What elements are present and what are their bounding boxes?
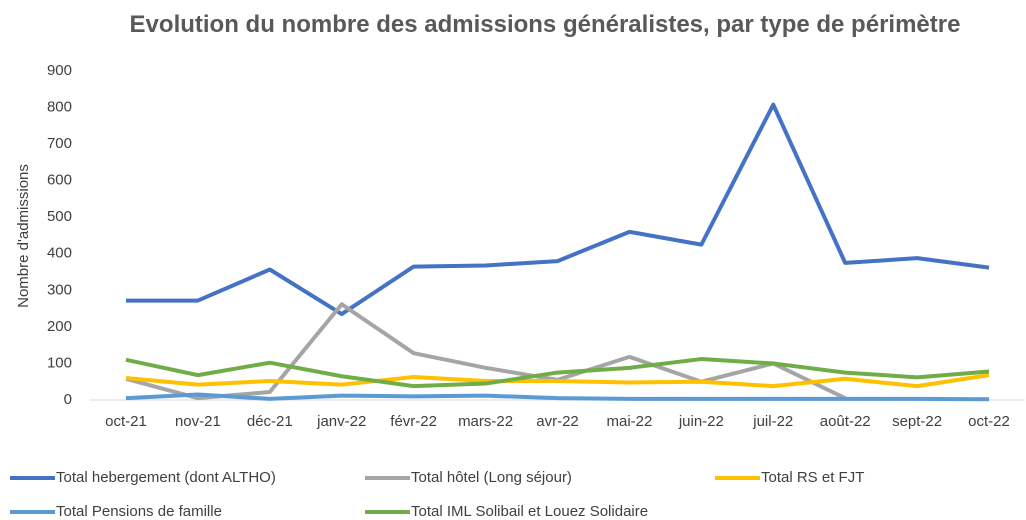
x-tick-label: janv-22	[316, 413, 366, 430]
y-tick-label: 800	[47, 99, 72, 116]
legend-label: Total RS et FJT	[761, 469, 864, 486]
series-line	[125, 392, 990, 402]
legend-label: Total hôtel (Long séjour)	[411, 469, 572, 486]
x-tick-label: oct-22	[968, 413, 1010, 430]
y-tick-label: 600	[47, 172, 72, 189]
series-line	[125, 357, 990, 389]
x-tick-label: août-22	[820, 413, 871, 430]
y-axis-label: Nombre d'admissions	[15, 164, 32, 308]
x-tick-label: juin-22	[678, 413, 724, 430]
series-line	[125, 302, 847, 401]
y-tick-label: 200	[47, 318, 72, 335]
legend-label: Total Pensions de famille	[56, 503, 222, 520]
chart-title: Evolution du nombre des admissions génér…	[129, 11, 961, 38]
y-tick-label: 0	[64, 391, 72, 408]
x-tick-label: juil-22	[752, 413, 793, 430]
y-tick-label: 300	[47, 281, 72, 298]
x-tick-label: sept-22	[892, 413, 942, 430]
x-tick-label: nov-21	[175, 413, 221, 430]
y-tick-label: 400	[47, 245, 72, 262]
series-line	[125, 373, 990, 389]
y-tick-label: 700	[47, 135, 72, 152]
x-tick-label: avr-22	[536, 413, 579, 430]
series-line	[125, 102, 990, 317]
legend-label: Total IML Solibail et Louez Solidaire	[411, 503, 648, 520]
y-tick-label: 900	[47, 62, 72, 79]
x-tick-label: mars-22	[458, 413, 513, 430]
y-tick-label: 500	[47, 208, 72, 225]
x-tick-label: oct-21	[105, 413, 147, 430]
y-tick-label: 100	[47, 354, 72, 371]
x-tick-label: févr-22	[390, 413, 437, 430]
legend-label: Total hebergement (dont ALTHO)	[56, 469, 276, 486]
x-tick-label: déc-21	[247, 413, 293, 430]
x-tick-label: mai-22	[606, 413, 652, 430]
